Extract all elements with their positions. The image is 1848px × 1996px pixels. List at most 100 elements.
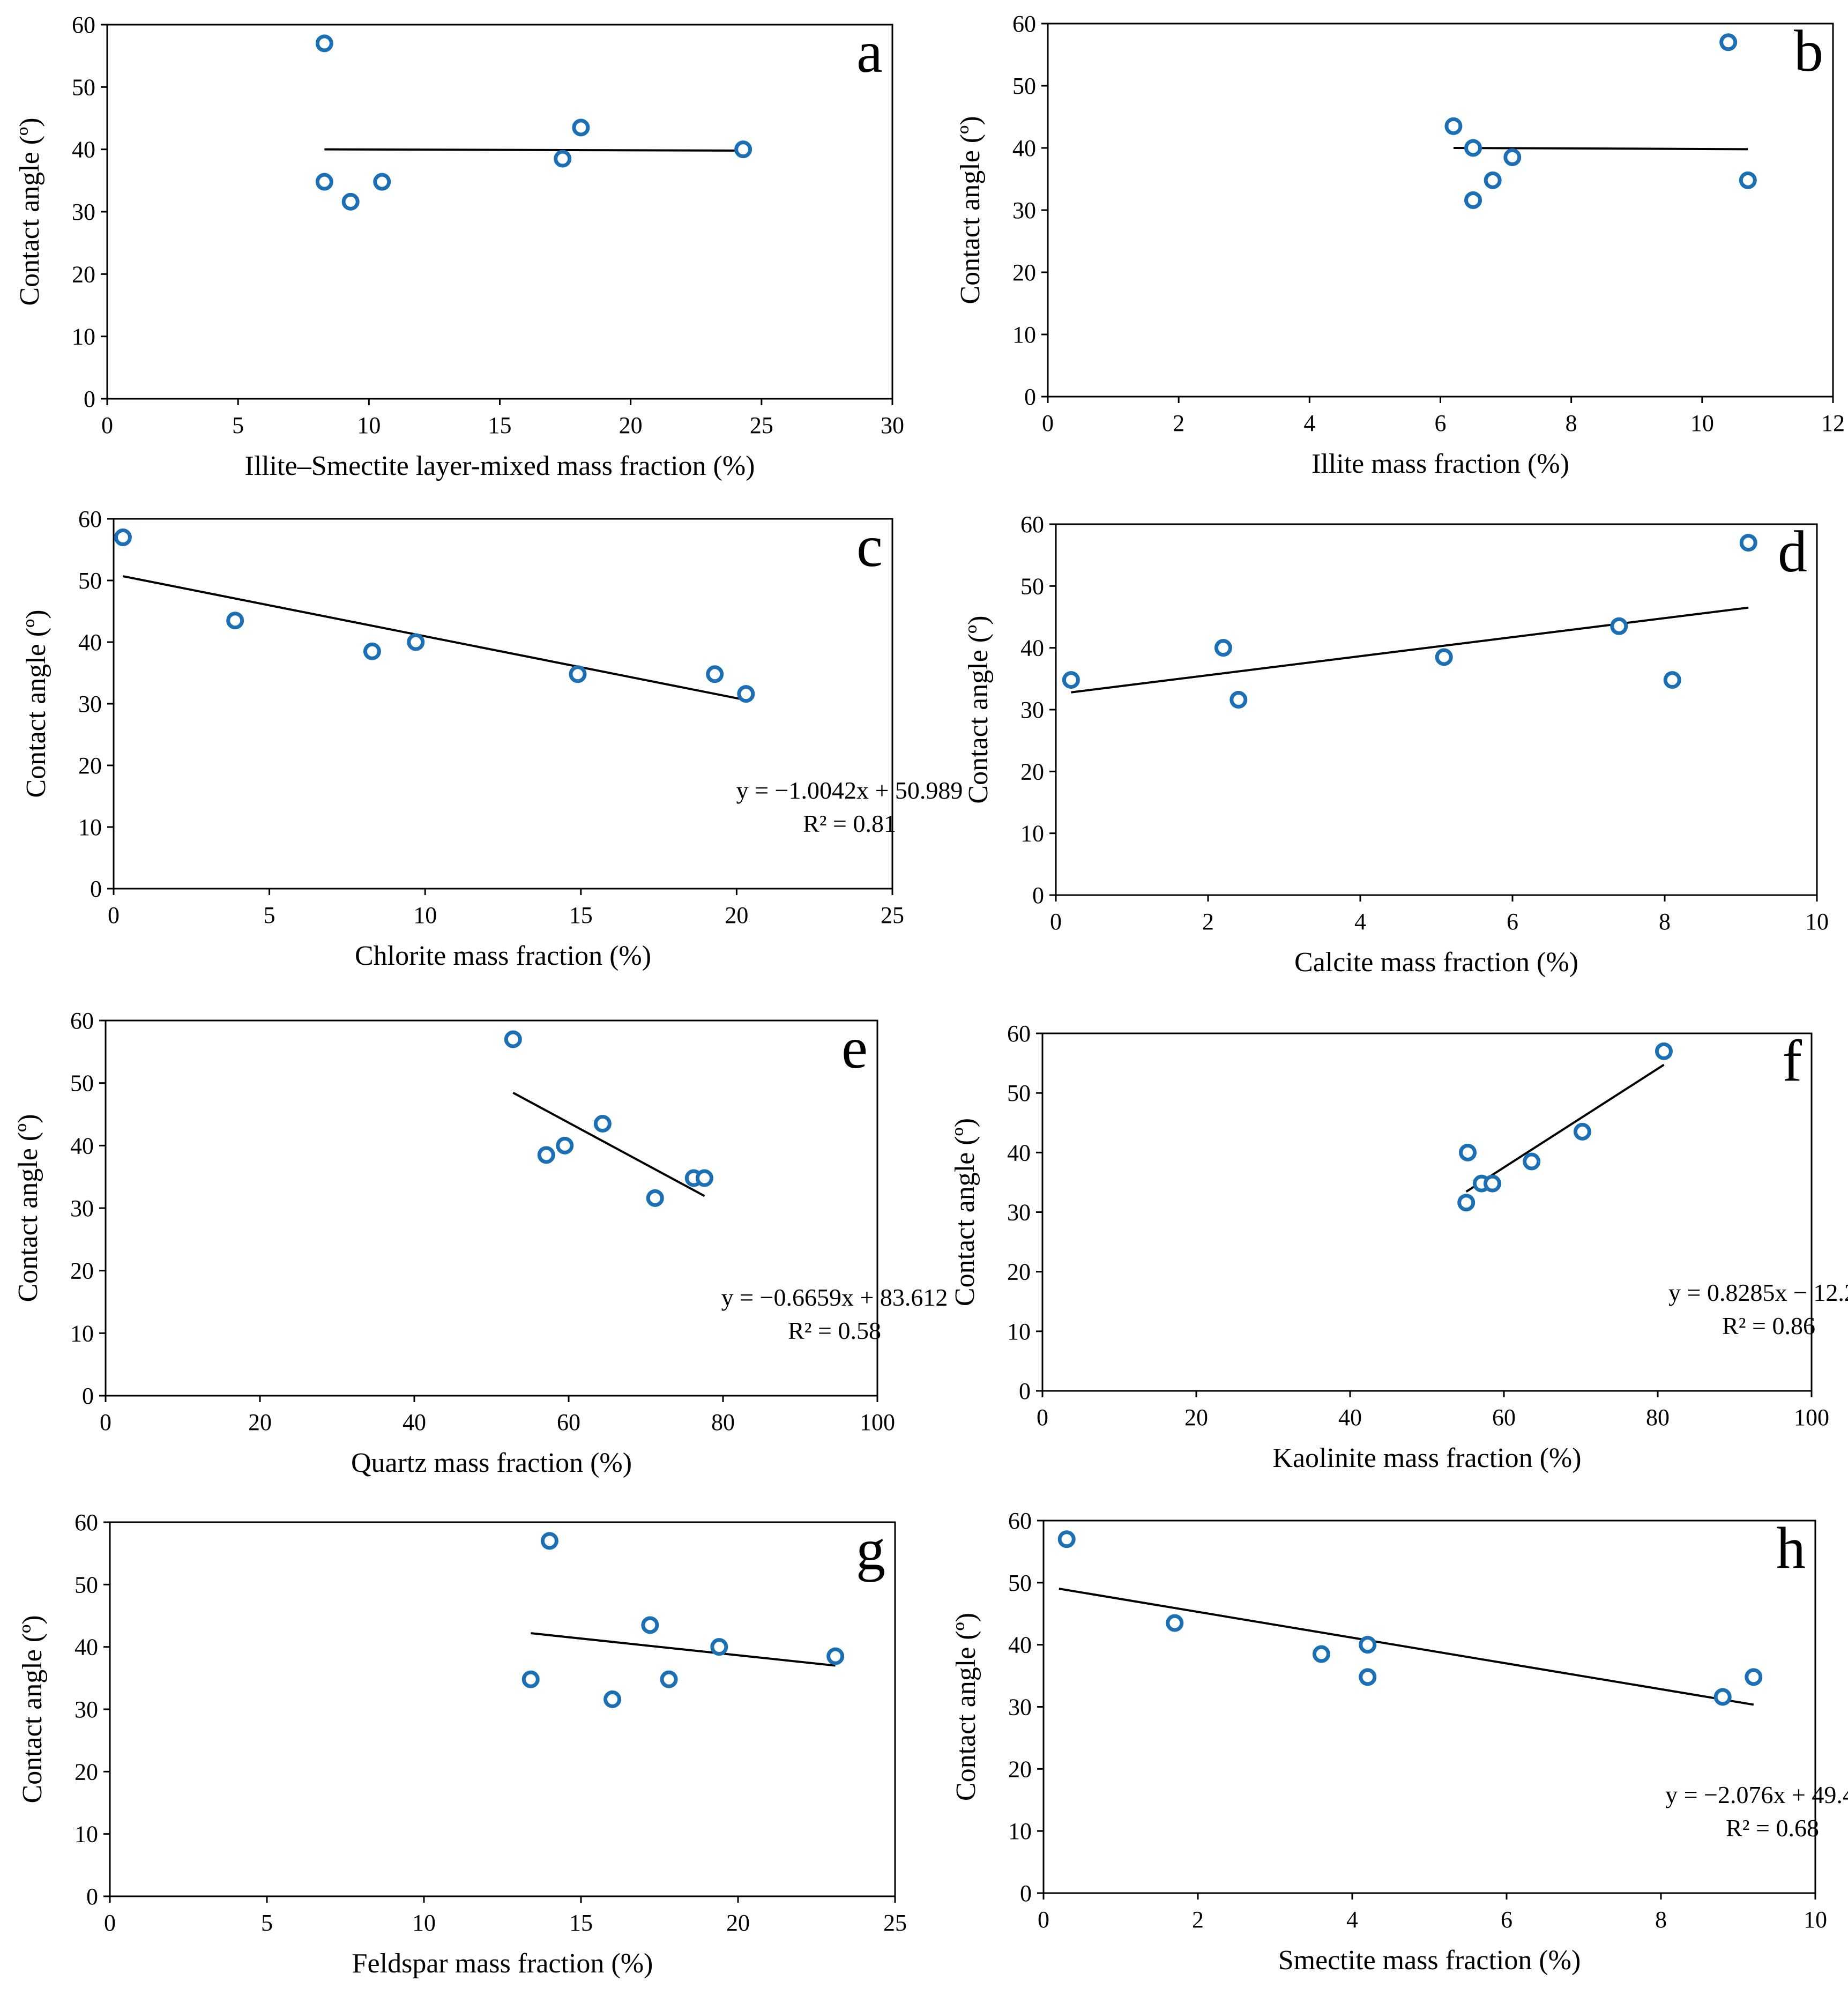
y-tick-label: 20 bbox=[1020, 758, 1044, 785]
y-tick-label: 20 bbox=[72, 261, 95, 287]
x-tick-label: 10 bbox=[1690, 410, 1714, 436]
x-tick-label: 20 bbox=[1184, 1404, 1208, 1431]
r-squared: R² = 0.58 bbox=[788, 1317, 881, 1344]
data-point bbox=[660, 1670, 678, 1688]
trend-line bbox=[531, 1632, 836, 1667]
y-tick-label: 10 bbox=[1008, 1818, 1032, 1844]
y-tick-label: 50 bbox=[70, 1070, 94, 1097]
x-tick-label: 0 bbox=[1050, 908, 1062, 935]
x-tick-label: 2 bbox=[1192, 1906, 1204, 1933]
data-point bbox=[1214, 639, 1232, 657]
data-point bbox=[1484, 171, 1502, 189]
panel-b: 0 10 20 30 40 50 60 0 2 4 6 8 10 12 Illite mass fracti… bbox=[955, 11, 1845, 479]
x-axis-label: Chlorite mass fraction (%) bbox=[355, 941, 651, 971]
y-axis-label: Contact angle (º) bbox=[951, 1613, 981, 1801]
panel-letter: b bbox=[1794, 18, 1823, 84]
data-point bbox=[603, 1690, 622, 1708]
x-tick-label: 8 bbox=[1659, 908, 1671, 935]
y-tick-label: 60 bbox=[70, 1008, 94, 1034]
y-tick-label: 50 bbox=[1008, 1570, 1032, 1596]
x-tick-label: 20 bbox=[726, 1910, 750, 1936]
data-point bbox=[1739, 534, 1757, 552]
x-tick-label: 0 bbox=[1037, 1404, 1048, 1431]
plot-frame bbox=[1047, 23, 1834, 398]
panel-d: 0 10 20 30 40 50 60 0 2 4 6 8 10 Calcite mass fractio… bbox=[963, 511, 1829, 978]
data-point bbox=[734, 140, 752, 159]
x-tick-label: 25 bbox=[883, 1910, 907, 1936]
x-tick-label: 4 bbox=[1354, 908, 1366, 935]
y-tick-label: 40 bbox=[72, 137, 95, 163]
panel-f: 0 10 20 30 40 50 60 0 20 40 60 80 100 Kaolinite mass … bbox=[950, 1021, 1848, 1473]
plot-frame bbox=[1055, 523, 1818, 896]
data-point bbox=[537, 1146, 555, 1164]
panel-letter: e bbox=[841, 1015, 868, 1081]
x-tick-label: 40 bbox=[403, 1409, 426, 1435]
trend-line bbox=[1453, 147, 1748, 151]
y-tick-label: 0 bbox=[82, 1383, 94, 1409]
data-point bbox=[504, 1030, 522, 1048]
x-tick-label: 10 bbox=[413, 902, 437, 928]
data-point bbox=[1312, 1645, 1330, 1663]
y-axis-label: Contact angle (º) bbox=[963, 615, 994, 803]
x-axis-label: Kaolinite mass fraction (%) bbox=[1272, 1443, 1581, 1473]
data-point bbox=[315, 34, 333, 53]
y-tick-label: 30 bbox=[72, 199, 95, 225]
x-tick-label: 5 bbox=[264, 902, 275, 928]
data-point bbox=[226, 612, 244, 630]
x-tick-label: 8 bbox=[1566, 410, 1577, 436]
y-tick-label: 30 bbox=[70, 1195, 94, 1222]
y-tick-label: 60 bbox=[78, 506, 102, 532]
y-tick-label: 50 bbox=[1012, 73, 1036, 99]
data-point bbox=[641, 1616, 659, 1634]
trend-line bbox=[324, 148, 743, 152]
y-tick-label: 50 bbox=[1007, 1080, 1031, 1106]
data-point bbox=[710, 1638, 728, 1656]
panel-h: 0 10 20 30 40 50 60 0 2 4 6 8 10 Smectite mass fracti… bbox=[951, 1508, 1848, 1976]
plot-frame bbox=[109, 1521, 896, 1897]
y-tick-label: 20 bbox=[70, 1258, 94, 1284]
x-tick-label: 10 bbox=[1804, 1906, 1827, 1933]
x-tick-label: 10 bbox=[412, 1910, 436, 1936]
trend-line bbox=[1465, 1063, 1665, 1193]
plot-frame bbox=[1042, 1520, 1816, 1894]
trend-line bbox=[123, 575, 747, 702]
panel-c: 0 10 20 30 40 50 60 0 5 10 15 20 25 Chlorite mass fra… bbox=[21, 506, 963, 971]
data-point bbox=[1663, 671, 1681, 689]
x-tick-label: 80 bbox=[711, 1409, 735, 1435]
y-tick-label: 40 bbox=[1008, 1632, 1032, 1658]
y-tick-label: 0 bbox=[84, 386, 95, 412]
x-tick-label: 60 bbox=[557, 1409, 580, 1435]
data-point bbox=[737, 685, 755, 703]
data-point bbox=[1359, 1636, 1377, 1654]
x-tick-label: 15 bbox=[569, 902, 593, 928]
y-tick-label: 20 bbox=[1012, 259, 1036, 286]
y-axis-label: Contact angle (º) bbox=[13, 1114, 43, 1302]
panel-e: 0 10 20 30 40 50 60 0 20 40 60 80 100 Quartz mass fra… bbox=[13, 1008, 948, 1478]
y-tick-label: 10 bbox=[72, 324, 95, 350]
data-point bbox=[1610, 617, 1628, 635]
y-tick-label: 60 bbox=[1007, 1021, 1031, 1047]
y-axis-label: Contact angle (º) bbox=[14, 117, 45, 306]
y-tick-label: 10 bbox=[70, 1320, 94, 1346]
data-point bbox=[363, 642, 381, 660]
data-point bbox=[826, 1647, 845, 1665]
data-point bbox=[1359, 1668, 1377, 1686]
data-point bbox=[1057, 1530, 1076, 1548]
y-tick-label: 60 bbox=[1020, 511, 1044, 538]
trend-line bbox=[1071, 606, 1749, 694]
data-point bbox=[1719, 33, 1738, 51]
panel-letter: h bbox=[1776, 1515, 1806, 1581]
regression-equation: y = −2.076x + 49.446 bbox=[1665, 1781, 1848, 1808]
panel-letter: g bbox=[856, 1517, 885, 1582]
y-tick-label: 20 bbox=[1007, 1259, 1031, 1285]
x-tick-label: 5 bbox=[261, 1910, 273, 1936]
y-tick-label: 40 bbox=[1020, 635, 1044, 661]
data-point bbox=[593, 1115, 612, 1133]
r-squared: R² = 0.68 bbox=[1726, 1814, 1819, 1842]
data-point bbox=[1523, 1152, 1541, 1171]
panel-letter: d bbox=[1778, 519, 1807, 584]
x-tick-label: 2 bbox=[1202, 908, 1214, 935]
x-tick-label: 25 bbox=[881, 902, 904, 928]
y-tick-label: 60 bbox=[1012, 11, 1036, 37]
x-tick-label: 6 bbox=[1507, 908, 1518, 935]
